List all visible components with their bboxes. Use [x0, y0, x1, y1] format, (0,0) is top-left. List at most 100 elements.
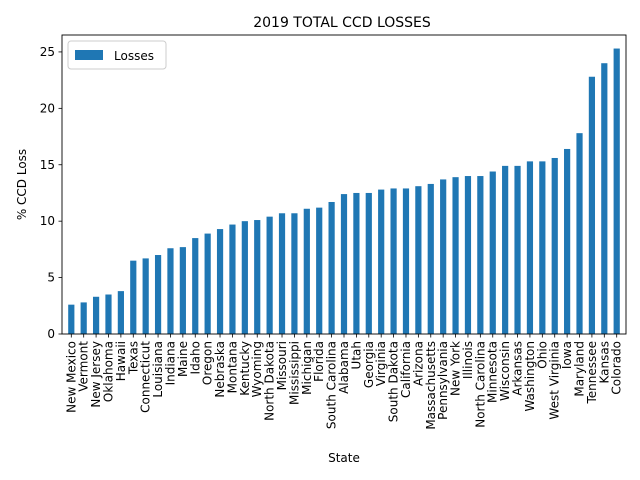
x-tick-label: South Dakota: [387, 341, 401, 422]
x-tick-label: Virginia: [374, 341, 388, 386]
x-tick-label: New Mexico: [64, 341, 78, 413]
y-tick-label: 10: [40, 214, 55, 228]
y-tick-label: 20: [40, 101, 55, 115]
bar: [402, 188, 410, 334]
x-tick-label: New Jersey: [89, 341, 103, 408]
x-tick-label: Arkansas: [511, 341, 525, 396]
bar: [179, 247, 186, 334]
x-tick-label: Maine: [176, 341, 190, 377]
bar: [539, 161, 546, 334]
x-tick-label: Indiana: [163, 341, 177, 385]
bar: [241, 221, 248, 334]
bar: [80, 302, 87, 334]
bar: [291, 213, 298, 334]
x-tick-label: North Dakota: [263, 341, 277, 421]
bar: [390, 188, 397, 334]
bar: [154, 255, 162, 334]
bars-group: [68, 48, 620, 335]
bar: [526, 161, 534, 334]
x-tick-label: Nebraska: [213, 341, 227, 398]
bar: [117, 291, 124, 334]
x-tick-label: Michigan: [300, 341, 314, 395]
x-tick-label: Maryland: [573, 341, 587, 397]
bar: [440, 179, 447, 334]
bar: [502, 165, 509, 334]
x-tick-label: Tennessee: [585, 341, 599, 405]
x-tick-label: Iowa: [560, 341, 574, 369]
bar: [92, 296, 100, 334]
bar: [278, 213, 286, 334]
bar: [576, 133, 583, 334]
bar: [464, 176, 472, 334]
x-tick-label: Mississippi: [287, 341, 301, 405]
x-tick-label: Washington: [523, 341, 537, 412]
bar: [167, 248, 174, 334]
x-tick-label: West Virginia: [548, 341, 562, 420]
x-tick-label: Kentucky: [238, 341, 252, 396]
x-tick-label: Idaho: [188, 341, 202, 374]
x-tick-label: New York: [449, 341, 463, 396]
x-tick-label: Arizona: [411, 341, 425, 386]
x-tick-label: Oregon: [201, 341, 215, 385]
x-tick-label: Georgia: [362, 341, 376, 388]
bar: [130, 260, 137, 334]
x-tick-label: North Carolina: [473, 341, 487, 428]
y-axis-label: % CCD Loss: [15, 149, 29, 220]
y-tick-label: 25: [40, 45, 55, 59]
bar: [266, 216, 273, 334]
x-axis-label: State: [328, 451, 360, 465]
bar: [204, 233, 211, 334]
x-tick-label: Utah: [349, 341, 363, 369]
bar: [415, 186, 422, 334]
bar: [452, 177, 459, 334]
bar: [489, 171, 496, 334]
bar: [229, 224, 236, 334]
bar: [192, 238, 199, 334]
x-tick-label: Missouri: [275, 341, 289, 390]
y-tick-label: 0: [47, 327, 55, 341]
bar: [514, 165, 521, 334]
x-tick-label: Montana: [225, 341, 239, 393]
x-tick-label: Massachusetts: [424, 341, 438, 430]
y-axis-ticks: 0 5 10 15 20 25: [40, 45, 62, 341]
x-tick-label: Alabama: [337, 341, 351, 394]
bar: [378, 189, 385, 334]
x-tick-label: Kansas: [597, 341, 611, 383]
x-tick-label: Ohio: [535, 341, 549, 369]
x-tick-label: California: [399, 341, 413, 398]
x-tick-label: Connecticut: [139, 341, 153, 413]
y-tick-label: 5: [47, 271, 55, 285]
bar: [477, 176, 484, 334]
x-tick-label: South Carolina: [325, 341, 339, 429]
x-tick-label: Louisiana: [151, 341, 165, 398]
x-tick-label: Florida: [312, 341, 326, 382]
bar: [601, 63, 608, 335]
bar: [427, 183, 434, 334]
bar: [613, 48, 620, 334]
bar: [365, 192, 372, 334]
chart-title: 2019 TOTAL CCD LOSSES: [253, 15, 431, 31]
legend-label: Losses: [114, 49, 154, 63]
y-tick-label: 15: [40, 158, 55, 172]
bar: [68, 304, 75, 334]
x-tick-label: Wisconsin: [498, 341, 512, 401]
bar: [564, 148, 571, 334]
bar: [588, 76, 596, 334]
bar: [328, 201, 335, 334]
x-tick-label: Hawaii: [114, 341, 128, 381]
x-tick-label: Pennsylvania: [436, 341, 450, 420]
x-tick-label: Wyoming: [250, 341, 264, 397]
bar: [105, 294, 112, 334]
bar: [551, 157, 558, 334]
bar: [254, 220, 261, 334]
x-tick-label: Colorado: [610, 341, 624, 395]
bar: [353, 192, 360, 334]
bar: [303, 208, 310, 334]
bar: [142, 258, 149, 334]
legend-frame: [67, 40, 167, 70]
bar: [340, 194, 348, 334]
bar: [316, 207, 323, 334]
x-tick-label: Illinois: [461, 341, 475, 379]
